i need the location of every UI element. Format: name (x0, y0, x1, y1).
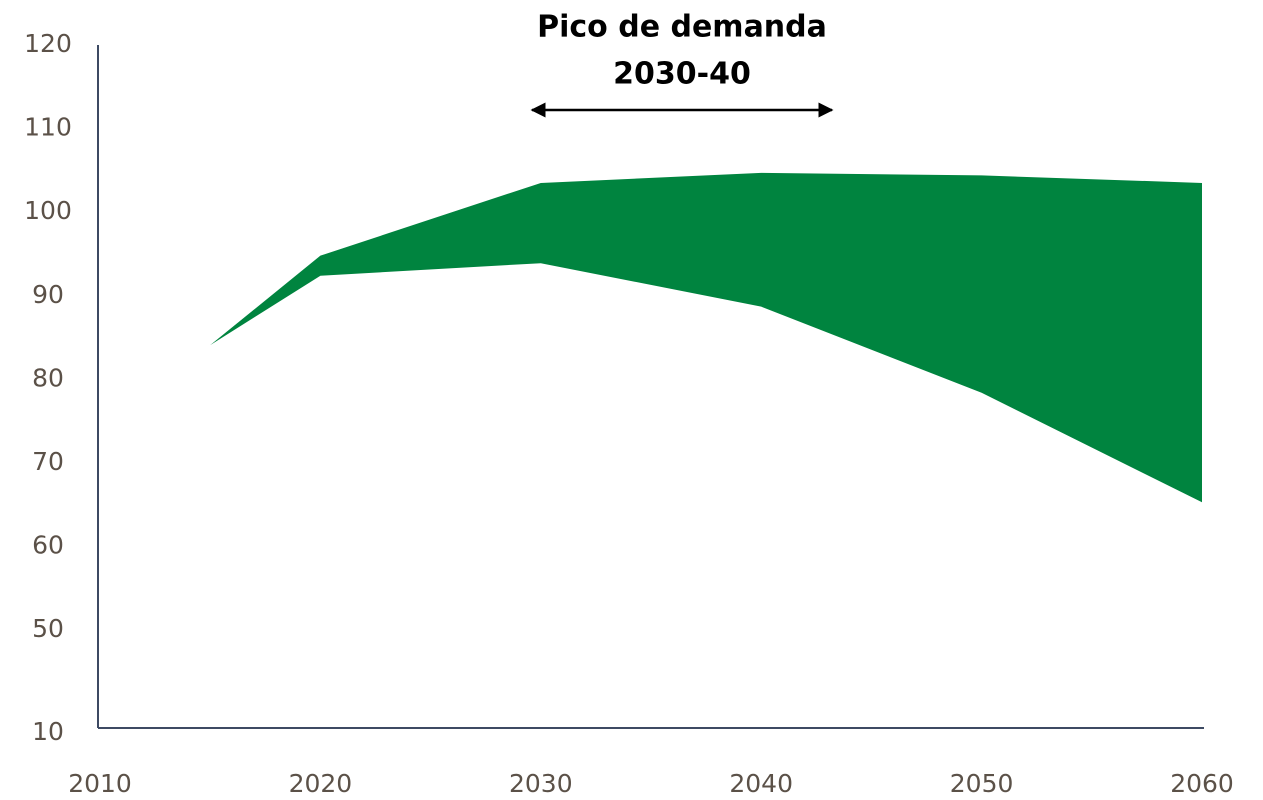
y-tick-label: 90 (32, 280, 64, 309)
y-tick-label: 110 (24, 113, 72, 142)
x-tick-label: 2060 (1170, 769, 1234, 798)
y-tick-label: 50 (32, 614, 64, 643)
y-tick-label: 70 (32, 447, 64, 476)
y-tick-label: 100 (24, 196, 72, 225)
range-area (210, 172, 1202, 503)
y-tick-label: 10 (32, 717, 64, 746)
x-tick-label: 2010 (68, 769, 132, 798)
annotation-line: Pico de demanda (537, 10, 827, 45)
x-tick-label: 2050 (950, 769, 1014, 798)
x-tick-label: 2020 (289, 769, 353, 798)
y-tick-label: 80 (32, 363, 64, 392)
y-tick-label: 60 (32, 531, 64, 560)
y-tick-label: 120 (24, 29, 72, 58)
x-tick-label: 2040 (729, 769, 793, 798)
annotation-line: 2030-40 (613, 57, 751, 92)
x-tick-label: 2030 (509, 769, 573, 798)
